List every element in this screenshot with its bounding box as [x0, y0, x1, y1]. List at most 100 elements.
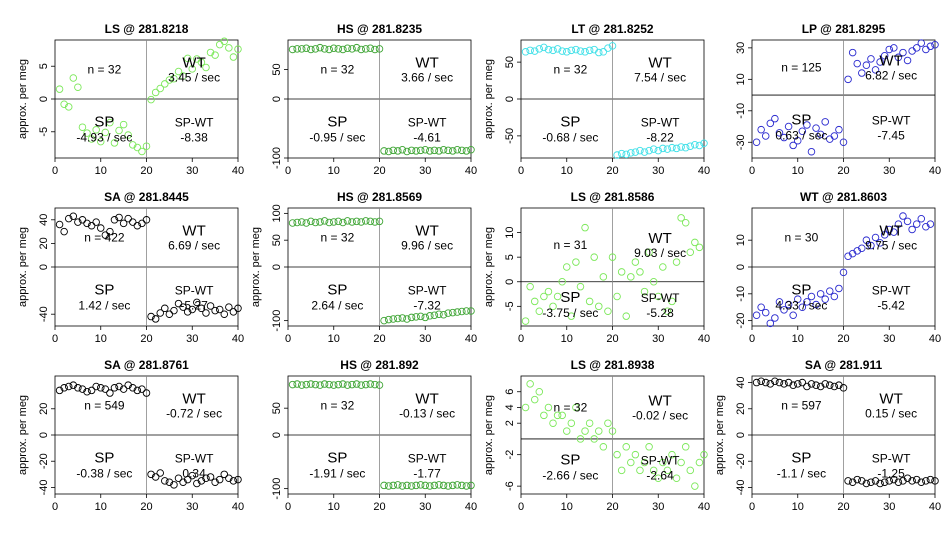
data-point — [654, 292, 663, 301]
data-point — [225, 474, 233, 483]
data-point — [156, 309, 164, 317]
data-point — [798, 303, 807, 311]
sp-rate: 4.33 / sec — [775, 299, 827, 313]
data-point — [444, 146, 452, 155]
y-axis-label: approx. per meg — [483, 395, 495, 475]
data-point — [320, 45, 329, 53]
data-point — [576, 47, 585, 55]
y-tick-label: -100 — [271, 147, 283, 169]
x-tick-label: 20 — [837, 501, 849, 513]
data-point — [426, 482, 434, 490]
data-point — [307, 380, 315, 388]
data-point — [572, 258, 580, 266]
data-point — [371, 45, 379, 54]
data-point — [681, 443, 690, 451]
x-tick-label: 10 — [561, 333, 573, 345]
data-point — [330, 44, 338, 53]
data-point — [453, 481, 462, 489]
y-tick-label: -5 — [504, 301, 516, 311]
data-point — [677, 458, 685, 467]
y-axis-label: approx. per meg — [250, 227, 262, 307]
data-point — [106, 389, 114, 397]
data-point — [695, 243, 704, 252]
data-point — [691, 238, 699, 247]
data-point — [604, 44, 612, 52]
x-tick-label: 30 — [186, 501, 198, 513]
data-point — [752, 311, 761, 320]
x-tick-label: 40 — [232, 165, 244, 177]
data-point — [581, 427, 589, 435]
data-point — [871, 66, 880, 74]
data-point — [521, 403, 530, 412]
y-tick-label: 0 — [504, 96, 516, 102]
sp-label: SP — [560, 114, 580, 131]
y-tick-label: 50 — [271, 234, 283, 246]
data-point — [293, 218, 301, 227]
data-point — [133, 221, 142, 230]
x-tick-label: 10 — [328, 165, 340, 177]
data-point — [549, 46, 557, 55]
data-point — [816, 130, 825, 139]
x-tick-label: 20 — [140, 333, 152, 345]
y-tick-label: -100 — [271, 310, 283, 332]
data-point — [110, 216, 119, 224]
data-point — [771, 377, 779, 385]
data-point — [903, 56, 912, 65]
data-point — [394, 314, 402, 323]
data-point — [467, 145, 475, 154]
sp-rate: 1.42 / sec — [78, 299, 130, 313]
data-point — [64, 214, 73, 223]
data-point — [794, 380, 802, 388]
data-point — [234, 304, 242, 313]
data-point — [316, 43, 324, 52]
y-axis-label: approx. per meg — [17, 59, 29, 139]
data-point — [444, 309, 452, 317]
data-point — [686, 466, 695, 475]
sp-rate: -3.75 / sec — [542, 306, 598, 320]
x-tick-label: 10 — [328, 333, 340, 345]
data-point — [780, 133, 788, 142]
data-point — [179, 478, 187, 486]
data-point — [74, 218, 82, 226]
data-point — [60, 384, 68, 392]
data-point — [766, 119, 775, 128]
x-tick-label: 20 — [140, 501, 152, 513]
data-point — [234, 475, 242, 484]
n-count: n = 32 — [321, 231, 355, 245]
x-tick-label: 40 — [232, 333, 244, 345]
data-point — [862, 236, 871, 244]
data-point — [803, 382, 811, 391]
data-point — [96, 384, 105, 392]
data-point — [448, 147, 457, 155]
data-point — [320, 217, 329, 225]
data-point — [403, 147, 411, 156]
data-point — [188, 65, 196, 73]
spwt-label: SP-WT — [872, 452, 911, 466]
y-tick-label: 20 — [735, 403, 747, 415]
data-point — [458, 307, 466, 316]
data-point — [922, 45, 930, 54]
data-point — [862, 61, 871, 69]
data-point — [357, 381, 365, 389]
data-point — [412, 147, 420, 155]
data-point — [899, 212, 907, 220]
spwt-label: SP-WT — [641, 116, 680, 130]
data-point — [649, 466, 658, 475]
data-point — [426, 147, 434, 155]
x-tick-label: 40 — [698, 501, 710, 513]
y-tick-label: 0 — [38, 264, 50, 270]
data-point — [288, 45, 297, 54]
y-tick-label: 20 — [38, 403, 50, 415]
y-tick-label: 40 — [735, 376, 747, 388]
wt-rate: 3.45 / sec — [168, 71, 220, 85]
data-point — [590, 435, 598, 443]
data-point — [894, 220, 903, 228]
data-point — [426, 312, 434, 320]
data-point — [288, 380, 297, 389]
data-point — [138, 385, 146, 393]
data-point — [695, 458, 704, 467]
data-point — [871, 477, 880, 485]
wt-rate: 6.82 / sec — [865, 69, 917, 83]
data-point — [444, 482, 452, 490]
